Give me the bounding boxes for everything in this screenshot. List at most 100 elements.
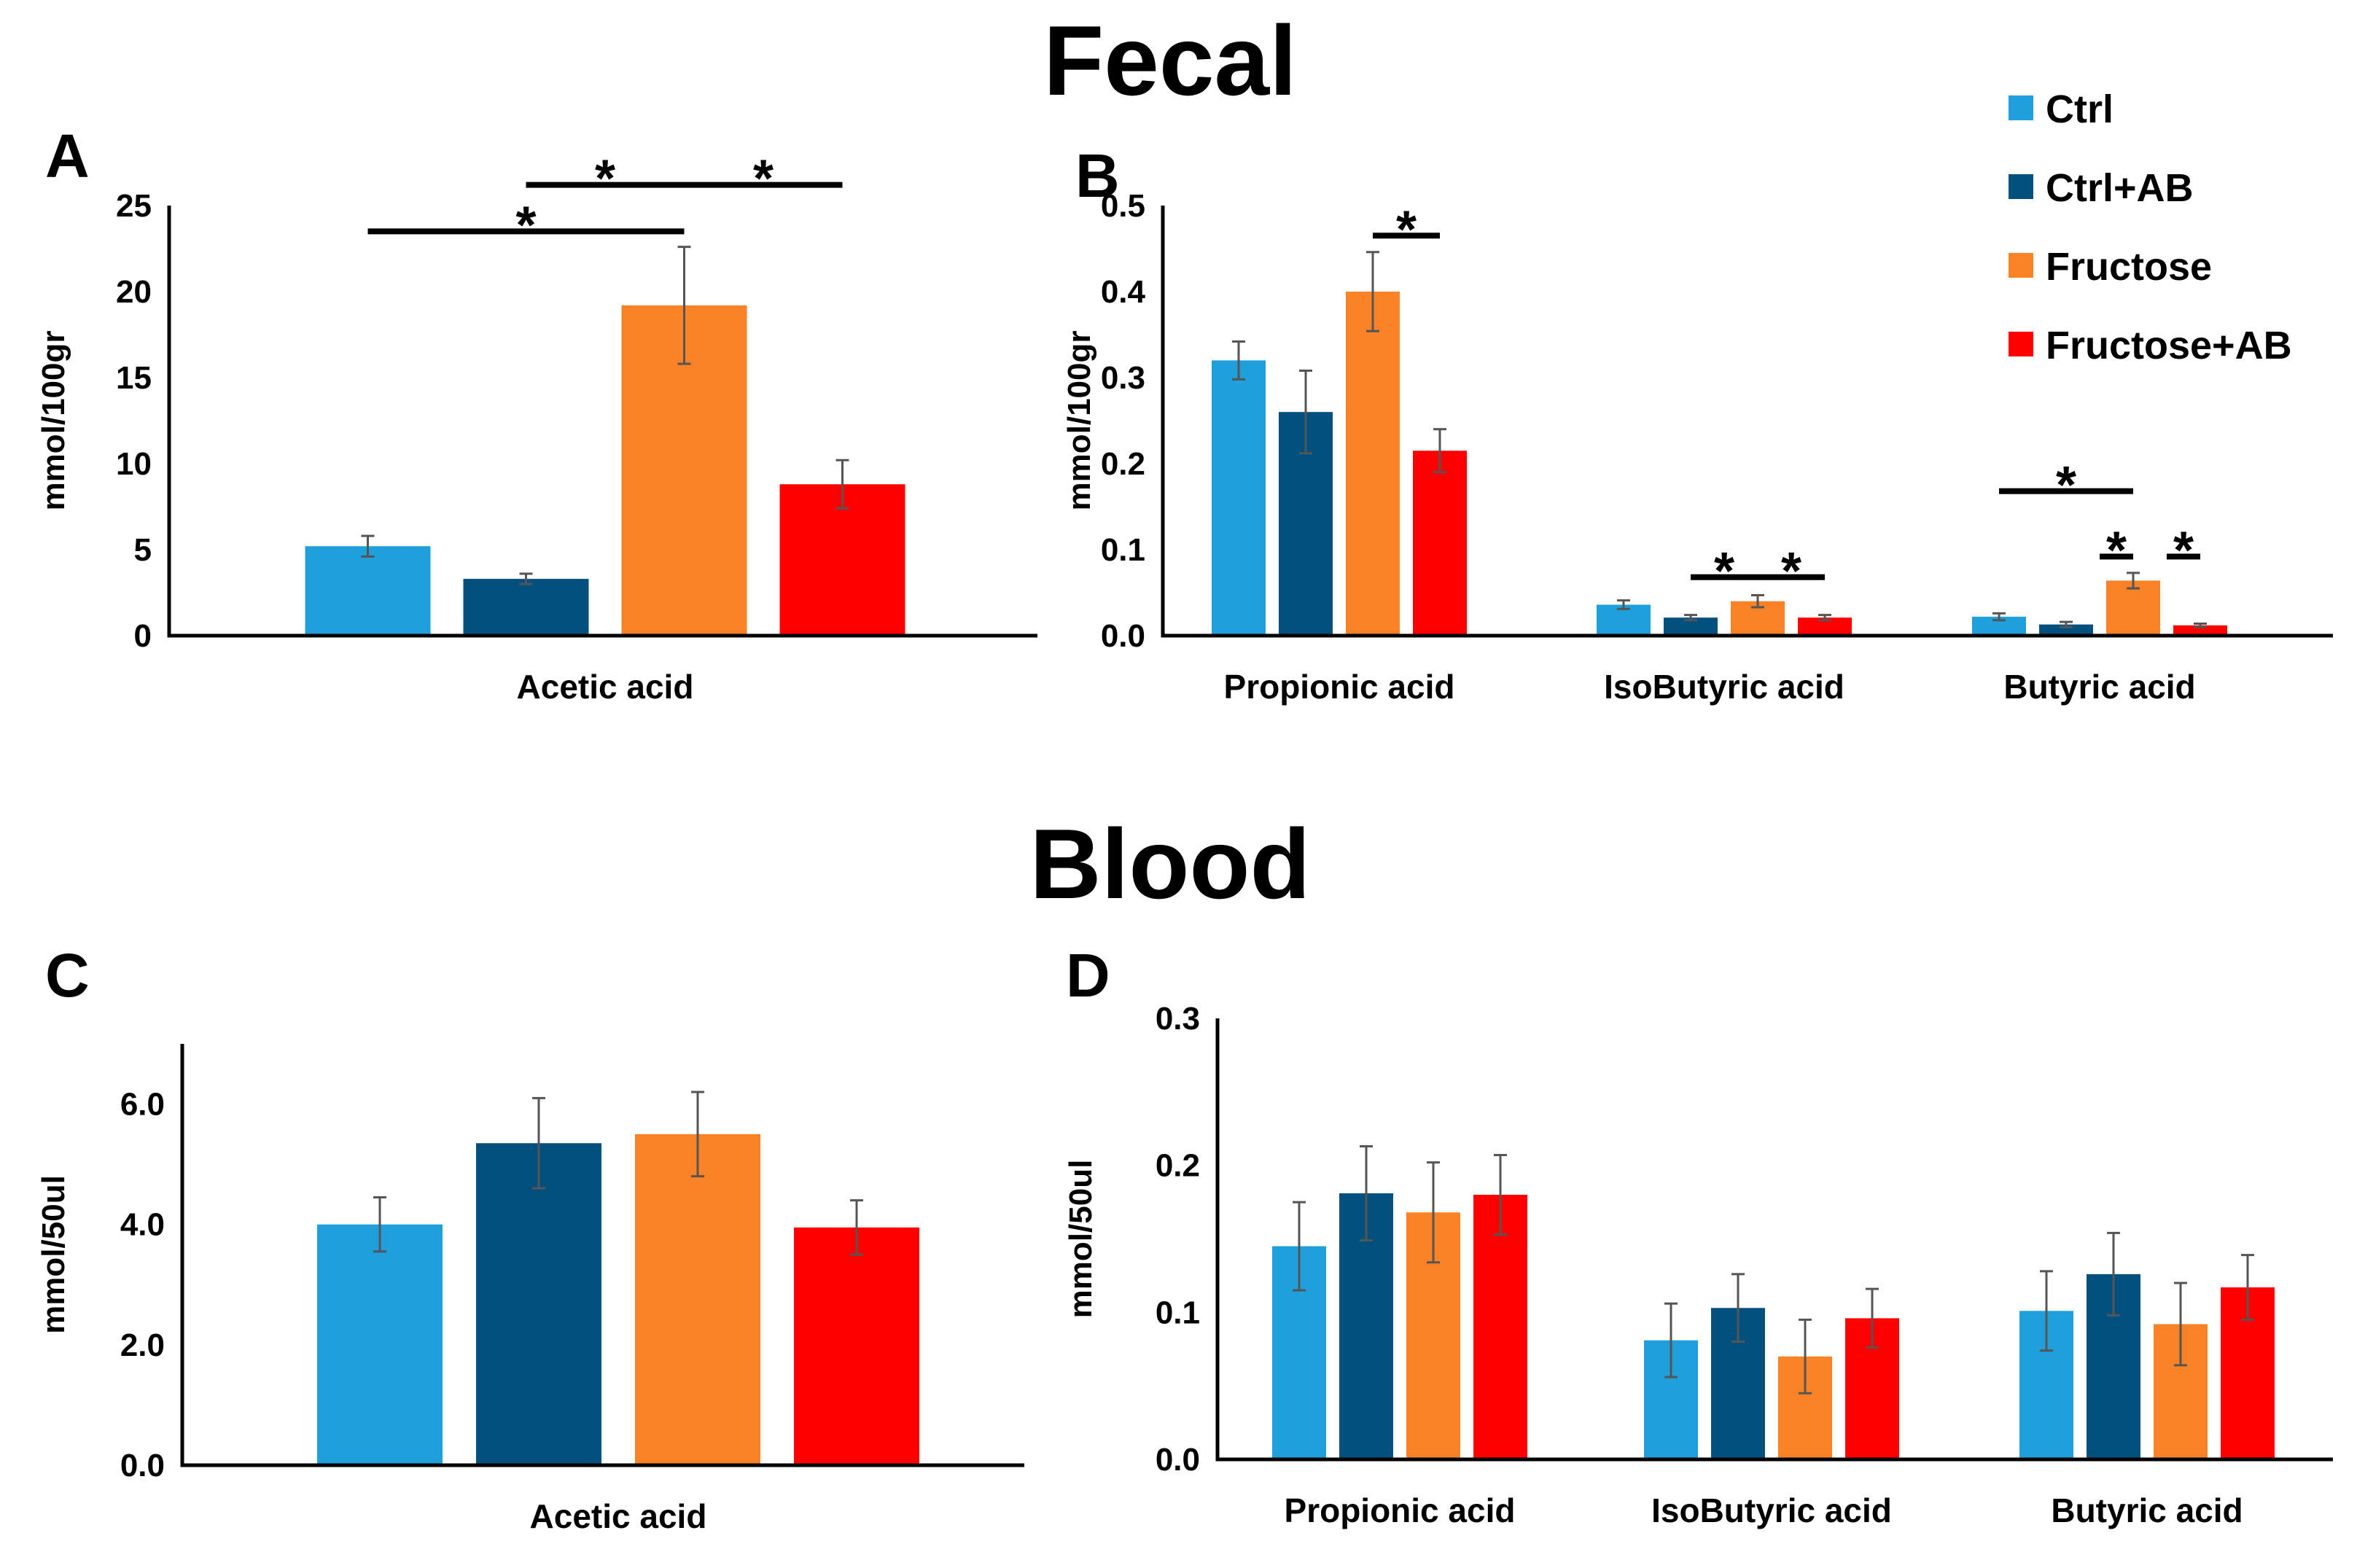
axes xyxy=(1161,206,2333,638)
error-bar-ctrl-ab-acetic-acid xyxy=(532,1096,545,1190)
error-bar-fructose-ab-acetic-acid xyxy=(835,459,849,510)
error-bar-ctrl-butyric-acid xyxy=(1992,612,2006,622)
significance-star: * xyxy=(595,150,615,208)
bar-ctrl-ab-butyric-acid xyxy=(2039,624,2093,636)
panel-letter-d: D xyxy=(1066,941,1110,1010)
error-bar-ctrl-ab-propionic-acid xyxy=(1360,1144,1373,1242)
error-bar-fructose-acetic-acid xyxy=(691,1091,704,1178)
error-bar-ctrl-propionic-acid xyxy=(1232,340,1245,381)
significance-star: * xyxy=(1714,542,1734,601)
bar-fructose-butyric-acid xyxy=(2106,580,2160,636)
error-bar-fructose-isobutyric-acid xyxy=(1799,1318,1812,1395)
significance-star: * xyxy=(2106,521,2127,580)
axes xyxy=(180,1044,1024,1467)
significance-star: * xyxy=(2173,521,2194,580)
y-tick-label: 4.0 xyxy=(120,1207,165,1243)
legend-label-fructose: Fructose xyxy=(2046,245,2212,289)
error-bar-ctrl-isobutyric-acid xyxy=(1617,599,1630,610)
error-bar-ctrl-butyric-acid xyxy=(2040,1270,2053,1352)
bar-fructose-ab-acetic-acid xyxy=(779,484,905,636)
panel-letter-c: C xyxy=(45,941,90,1010)
y-tick-label: 2.0 xyxy=(120,1327,165,1363)
x-category-label-butyric-acid: Butyric acid xyxy=(2051,1491,2243,1529)
error-bar-ctrl-isobutyric-acid xyxy=(1664,1302,1678,1378)
x-category-label-acetic-acid: Acetic acid xyxy=(517,668,694,706)
legend-label-ctrl: Ctrl xyxy=(2046,87,2113,131)
bar-ctrl-acetic-acid xyxy=(305,546,431,636)
y-tick-label: 0.0 xyxy=(120,1448,165,1483)
error-bar-fructose-isobutyric-acid xyxy=(1751,594,1764,609)
error-bar-fructose-ab-butyric-acid xyxy=(2241,1254,2254,1321)
y-tick-label: 0 xyxy=(134,618,152,654)
significance-star: * xyxy=(1781,542,1801,601)
significance-star: * xyxy=(1396,200,1417,259)
bar-fructose-ab-butyric-acid xyxy=(2173,625,2227,636)
y-tick-label: 0.5 xyxy=(1101,188,1145,224)
section-title-blood: Blood xyxy=(1029,808,1310,919)
significance-star: * xyxy=(2056,456,2076,515)
significance-star: * xyxy=(515,196,536,254)
error-bar-ctrl-ab-propionic-acid xyxy=(1299,370,1312,455)
bar-fructose-ab-propionic-acid xyxy=(1473,1195,1527,1459)
error-bar-fructose-ab-acetic-acid xyxy=(850,1199,863,1256)
bar-ctrl-propionic-acid xyxy=(1212,360,1266,636)
axes xyxy=(167,206,1037,638)
error-bar-ctrl-acetic-acid xyxy=(361,534,375,558)
error-bar-ctrl-ab-isobutyric-acid xyxy=(1684,614,1697,622)
y-tick-label: 20 xyxy=(116,274,152,310)
bar-fructose-acetic-acid xyxy=(635,1134,760,1465)
x-category-label-acetic-acid: Acetic acid xyxy=(530,1497,707,1535)
panel-letter-b: B xyxy=(1075,141,1120,210)
x-category-label-butyric-acid: Butyric acid xyxy=(2003,668,2195,706)
bar-fructose-ab-propionic-acid xyxy=(1413,450,1467,636)
y-tick-label: 25 xyxy=(116,188,152,224)
y-tick-label: 0.0 xyxy=(1101,618,1145,654)
error-bar-ctrl-ab-butyric-acid xyxy=(2060,620,2073,628)
error-bar-ctrl-propionic-acid xyxy=(1293,1201,1306,1292)
error-bar-ctrl-ab-isobutyric-acid xyxy=(1731,1273,1745,1343)
error-bar-ctrl-ab-acetic-acid xyxy=(519,572,533,585)
y-tick-label: 5 xyxy=(134,532,152,568)
x-category-label-isobutyric-acid: IsoButyric acid xyxy=(1651,1491,1892,1529)
error-bar-fructose-butyric-acid xyxy=(2127,572,2140,590)
bar-fructose-propionic-acid xyxy=(1346,292,1400,636)
bar-ctrl-acetic-acid xyxy=(317,1224,443,1465)
bar-ctrl-ab-acetic-acid xyxy=(476,1143,601,1465)
error-bar-fructose-ab-isobutyric-acid xyxy=(1818,614,1831,622)
error-bar-fructose-ab-propionic-acid xyxy=(1494,1154,1507,1236)
y-axis-label: mmol/50ul xyxy=(36,1175,71,1334)
y-tick-label: 6.0 xyxy=(120,1087,165,1123)
y-axis-label: mmol/100gr xyxy=(36,331,71,511)
legend-swatch-fructose xyxy=(2009,253,2033,278)
legend-label-fructose-ab: Fructose+AB xyxy=(2046,324,2292,367)
legend-label-ctrl-ab: Ctrl+AB xyxy=(2046,166,2194,210)
section-title-fecal: Fecal xyxy=(1043,5,1297,116)
x-category-label-isobutyric-acid: IsoButyric acid xyxy=(1604,668,1844,706)
error-bar-fructose-ab-propionic-acid xyxy=(1433,428,1446,474)
y-tick-label: 0.3 xyxy=(1156,1001,1200,1037)
legend-swatch-fructose-ab xyxy=(2009,332,2033,356)
y-tick-label: 0.2 xyxy=(1101,446,1145,482)
x-category-label-propionic-acid: Propionic acid xyxy=(1285,1491,1516,1529)
axes xyxy=(1215,1018,2333,1462)
error-bar-ctrl-acetic-acid xyxy=(373,1196,386,1253)
bar-fructose-ab-acetic-acid xyxy=(794,1227,919,1465)
y-axis-label: mmol/100gr xyxy=(1061,331,1097,511)
y-tick-label: 0.2 xyxy=(1156,1148,1200,1184)
y-tick-label: 0.3 xyxy=(1101,360,1145,396)
error-bar-ctrl-ab-butyric-acid xyxy=(2107,1231,2120,1317)
error-bar-fructose-butyric-acid xyxy=(2174,1282,2187,1367)
panel-letter-a: A xyxy=(45,122,90,190)
y-axis-label: mmol/50ul xyxy=(1063,1160,1099,1319)
error-bar-fructose-ab-isobutyric-acid xyxy=(1866,1287,1879,1349)
error-bar-fructose-ab-butyric-acid xyxy=(2194,622,2207,628)
x-category-label-propionic-acid: Propionic acid xyxy=(1224,668,1455,706)
y-tick-label: 0.1 xyxy=(1156,1295,1200,1330)
error-bar-fructose-propionic-acid xyxy=(1427,1161,1440,1264)
y-tick-label: 0.4 xyxy=(1101,274,1146,310)
